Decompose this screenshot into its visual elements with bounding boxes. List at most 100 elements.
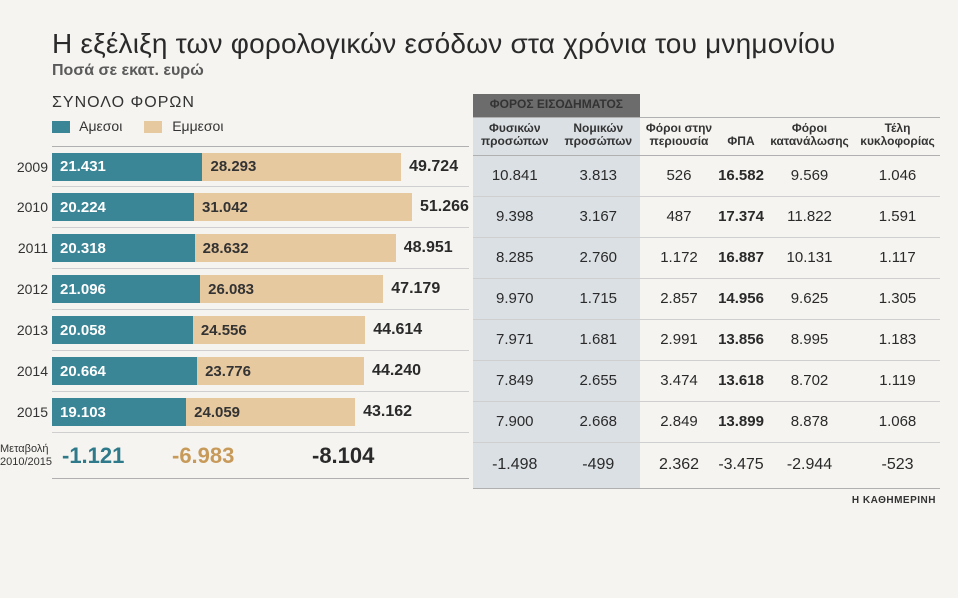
legend-direct-label: Αμεσοι bbox=[79, 118, 122, 134]
bar-indirect: 26.083 bbox=[200, 275, 383, 303]
cell-c1: 9.398 bbox=[473, 196, 557, 237]
table-row: 9.9701.7152.85714.9569.6251.305 bbox=[473, 278, 940, 319]
data-table: ΦΟΡΟΣ ΕΙΣΟΔΗΜΑΤΟΣ Φυσικών προσώπων Νομικ… bbox=[473, 94, 940, 489]
chart-title: Η εξέλιξη των φορολογικών εσόδων στα χρό… bbox=[52, 28, 940, 60]
bar-direct: 20.224 bbox=[52, 193, 194, 221]
bar-indirect: 31.042 bbox=[194, 193, 412, 221]
bar-row: 201420.66423.77644.240 bbox=[52, 351, 469, 392]
cell-c2: 2.655 bbox=[557, 360, 640, 401]
bar-total: 49.724 bbox=[409, 158, 458, 176]
cell-c3: 3.474 bbox=[640, 360, 718, 401]
bar-total: 44.240 bbox=[372, 362, 421, 380]
legend-swatch-direct bbox=[52, 121, 70, 133]
bar-total: 51.266 bbox=[420, 198, 469, 216]
cell-c2: 3.167 bbox=[557, 196, 640, 237]
cell-c6: 1.183 bbox=[855, 319, 940, 360]
cell-c3: 2.991 bbox=[640, 319, 718, 360]
chg-c2: -499 bbox=[557, 442, 640, 488]
bar-row: 201120.31828.63248.951 bbox=[52, 228, 469, 269]
legend-title: ΣΥΝΟΛΟ ΦΟΡΩΝ bbox=[52, 94, 469, 112]
table-header-row: Φυσικών προσώπων Νομικών προσώπων Φόροι … bbox=[473, 118, 940, 155]
table-row: 7.9002.6682.84913.8998.8781.068 bbox=[473, 401, 940, 442]
col-c1: Φυσικών προσώπων bbox=[473, 118, 557, 155]
cell-c1: 7.849 bbox=[473, 360, 557, 401]
col-c4: ΦΠΑ bbox=[718, 118, 764, 155]
chg-c3: 2.362 bbox=[640, 442, 718, 488]
cell-c4: 13.856 bbox=[718, 319, 764, 360]
year-label: 2011 bbox=[10, 240, 48, 256]
cell-c6: 1.591 bbox=[855, 196, 940, 237]
legend-direct: Αμεσοι bbox=[52, 118, 122, 134]
year-label: 2010 bbox=[10, 199, 48, 215]
cell-c2: 2.668 bbox=[557, 401, 640, 442]
legend-swatch-indirect bbox=[144, 121, 162, 133]
cell-c3: 2.849 bbox=[640, 401, 718, 442]
credit: Η ΚΑΘΗΜΕΡΙΝΗ bbox=[52, 495, 940, 506]
bar-indirect: 28.293 bbox=[202, 153, 401, 181]
bar-direct: 20.664 bbox=[52, 357, 197, 385]
table-row: 8.2852.7601.17216.88710.1311.117 bbox=[473, 237, 940, 278]
table-change-row: -1.498-4992.362-3.475-2.944-523 bbox=[473, 442, 940, 488]
change-label: Μεταβολή 2010/2015 bbox=[0, 443, 60, 467]
cell-c5: 11.822 bbox=[764, 196, 855, 237]
bar-indirect: 28.632 bbox=[195, 234, 396, 262]
bar-total: 47.179 bbox=[391, 280, 440, 298]
col-c6: Τέλη κυκλοφορίας bbox=[855, 118, 940, 155]
cell-c2: 2.760 bbox=[557, 237, 640, 278]
col-c5: Φόροι κατανάλωσης bbox=[764, 118, 855, 155]
cell-c6: 1.305 bbox=[855, 278, 940, 319]
bars-panel: ΣΥΝΟΛΟ ΦΟΡΩΝ Αμεσοι Εμμεσοι 200921.43128… bbox=[52, 94, 469, 479]
cell-c1: 10.841 bbox=[473, 155, 557, 196]
cell-c2: 1.681 bbox=[557, 319, 640, 360]
cell-c4: 16.582 bbox=[718, 155, 764, 196]
bar-total: 48.951 bbox=[404, 239, 453, 257]
cell-c1: 7.900 bbox=[473, 401, 557, 442]
cell-c3: 2.857 bbox=[640, 278, 718, 319]
chg-c5: -2.944 bbox=[764, 442, 855, 488]
cell-c6: 1.046 bbox=[855, 155, 940, 196]
cell-c2: 1.715 bbox=[557, 278, 640, 319]
cell-c4: 13.618 bbox=[718, 360, 764, 401]
year-label: 2014 bbox=[10, 363, 48, 379]
cell-c3: 487 bbox=[640, 196, 718, 237]
bar-direct: 20.318 bbox=[52, 234, 195, 262]
year-label: 2015 bbox=[10, 404, 48, 420]
cell-c5: 8.702 bbox=[764, 360, 855, 401]
legend: Αμεσοι Εμμεσοι bbox=[52, 118, 469, 134]
cell-c1: 8.285 bbox=[473, 237, 557, 278]
change-indirect: -6.983 bbox=[172, 443, 312, 469]
chg-c6: -523 bbox=[855, 442, 940, 488]
cell-c5: 8.878 bbox=[764, 401, 855, 442]
year-label: 2013 bbox=[10, 322, 48, 338]
group-header-blank bbox=[640, 94, 940, 118]
cell-c4: 13.899 bbox=[718, 401, 764, 442]
chart-container: Η εξέλιξη των φορολογικών εσόδων στα χρό… bbox=[0, 0, 958, 506]
chg-c1: -1.498 bbox=[473, 442, 557, 488]
cell-c6: 1.119 bbox=[855, 360, 940, 401]
bar-direct: 21.096 bbox=[52, 275, 200, 303]
chart-subtitle: Ποσά σε εκατ. ευρώ bbox=[52, 62, 940, 80]
table-row: 9.3983.16748717.37411.8221.591 bbox=[473, 196, 940, 237]
cell-c4: 17.374 bbox=[718, 196, 764, 237]
table-row: 7.8492.6553.47413.6188.7021.119 bbox=[473, 360, 940, 401]
cell-c5: 9.569 bbox=[764, 155, 855, 196]
legend-indirect: Εμμεσοι bbox=[144, 118, 223, 134]
table-group-header: ΦΟΡΟΣ ΕΙΣΟΔΗΜΑΤΟΣ bbox=[473, 94, 940, 118]
bar-indirect: 24.556 bbox=[193, 316, 365, 344]
bar-row: 201320.05824.55644.614 bbox=[52, 310, 469, 351]
change-row-bars: Μεταβολή 2010/2015 -1.121 -6.983 -8.104 bbox=[52, 433, 469, 479]
change-direct: -1.121 bbox=[52, 443, 172, 469]
cell-c4: 14.956 bbox=[718, 278, 764, 319]
cell-c4: 16.887 bbox=[718, 237, 764, 278]
cell-c3: 526 bbox=[640, 155, 718, 196]
cell-c5: 9.625 bbox=[764, 278, 855, 319]
cell-c3: 1.172 bbox=[640, 237, 718, 278]
legend-indirect-label: Εμμεσοι bbox=[172, 118, 223, 134]
bars-area: 200921.43128.29349.724201020.22431.04251… bbox=[52, 146, 469, 433]
bar-row: 201519.10324.05943.162 bbox=[52, 392, 469, 433]
bar-total: 43.162 bbox=[363, 403, 412, 421]
cell-c1: 9.970 bbox=[473, 278, 557, 319]
bar-row: 200921.43128.29349.724 bbox=[52, 146, 469, 187]
chart-layout: ΣΥΝΟΛΟ ΦΟΡΩΝ Αμεσοι Εμμεσοι 200921.43128… bbox=[52, 94, 940, 489]
year-label: 2012 bbox=[10, 281, 48, 297]
